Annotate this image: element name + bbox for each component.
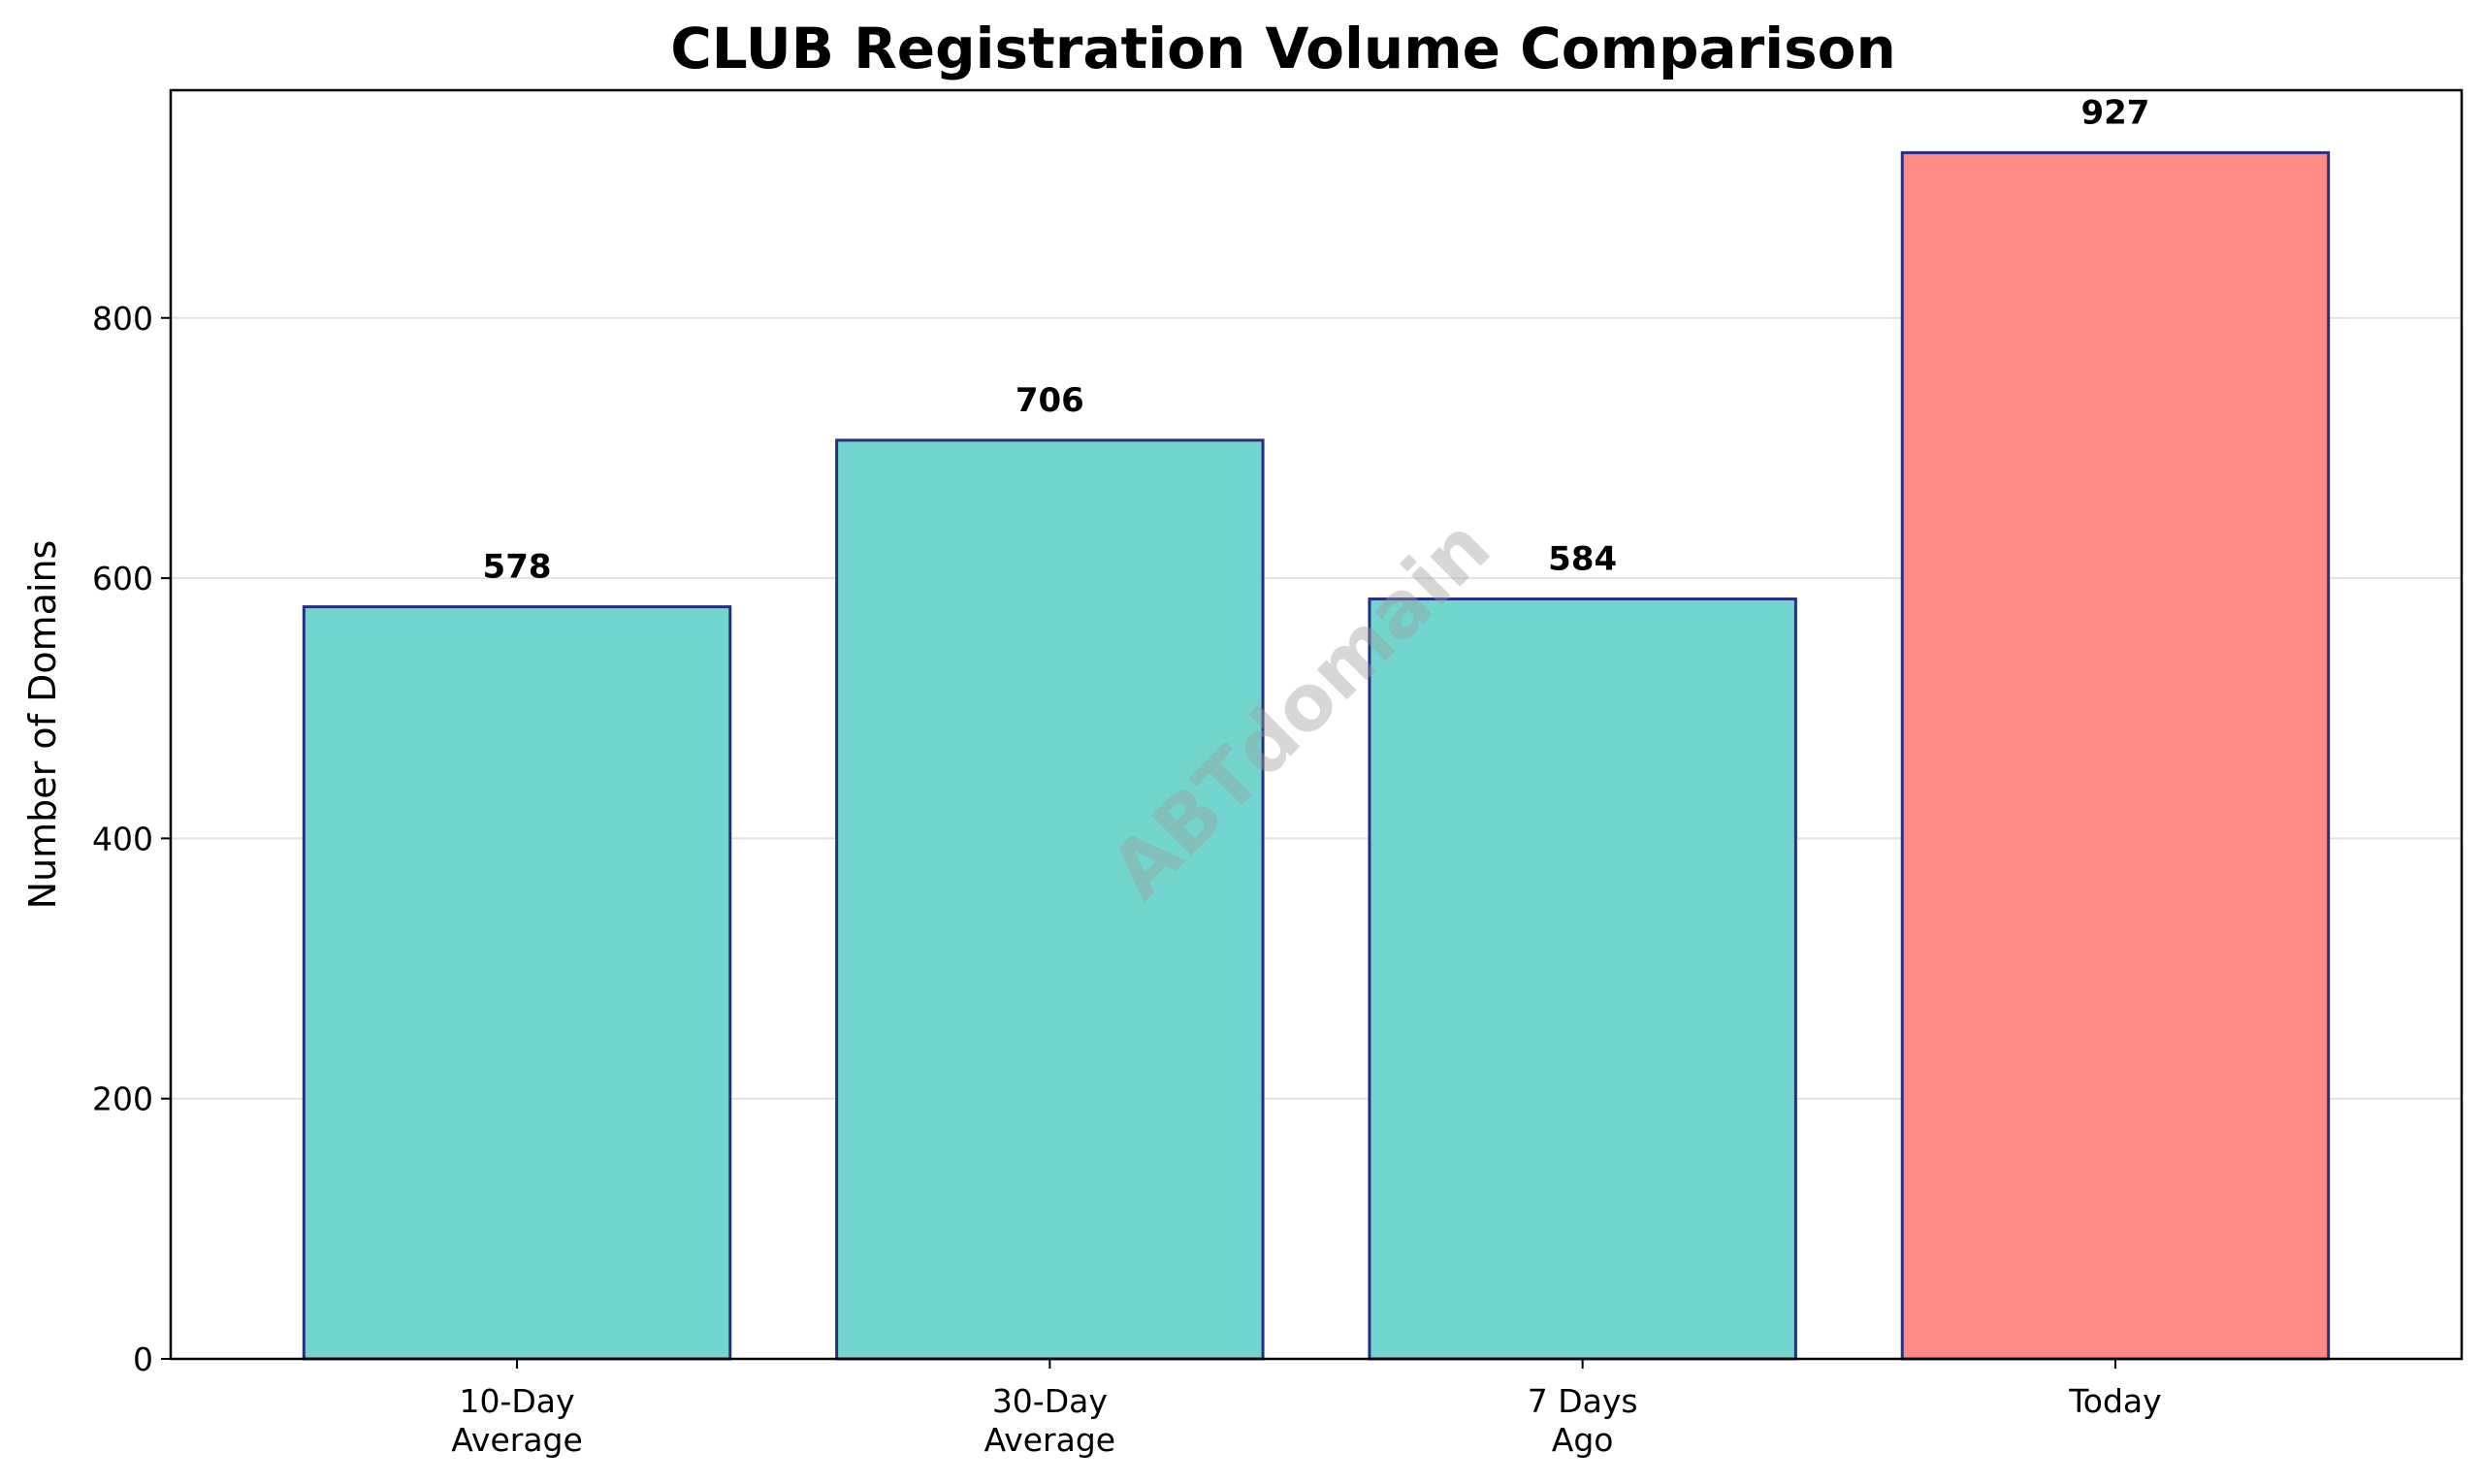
bar bbox=[1368, 597, 1797, 1361]
y-tick-label: 800 bbox=[92, 300, 153, 338]
x-tick-label: Ago bbox=[1552, 1421, 1614, 1459]
bar bbox=[1900, 150, 2331, 1361]
bar-value-label: 584 bbox=[1548, 540, 1617, 579]
x-tick-label: 7 Days bbox=[1528, 1382, 1638, 1420]
y-tick-label: 0 bbox=[133, 1340, 153, 1378]
plot-frame bbox=[169, 88, 2464, 1361]
x-tick-label: Average bbox=[451, 1421, 583, 1459]
y-tick-label: 600 bbox=[92, 560, 153, 597]
x-tick-label: 30-Day bbox=[992, 1382, 1108, 1420]
y-tick-label: 400 bbox=[92, 820, 153, 857]
y-axis-label: Number of Domains bbox=[21, 540, 64, 910]
bar-value-label: 578 bbox=[483, 548, 552, 587]
x-tick-label: 10-Day bbox=[460, 1382, 575, 1420]
y-tick-label: 200 bbox=[92, 1081, 153, 1118]
x-tick-label: Average bbox=[984, 1421, 1116, 1459]
bar-value-label: 706 bbox=[1016, 381, 1084, 420]
bar bbox=[302, 605, 732, 1361]
y-axis: 0 200 400 600 800 bbox=[92, 300, 171, 1378]
x-tick-label: Today bbox=[2068, 1382, 2161, 1420]
chart-title: CLUB Registration Volume Comparison bbox=[670, 16, 1896, 81]
bar bbox=[835, 438, 1265, 1361]
bar-value-label: 927 bbox=[2080, 93, 2149, 132]
